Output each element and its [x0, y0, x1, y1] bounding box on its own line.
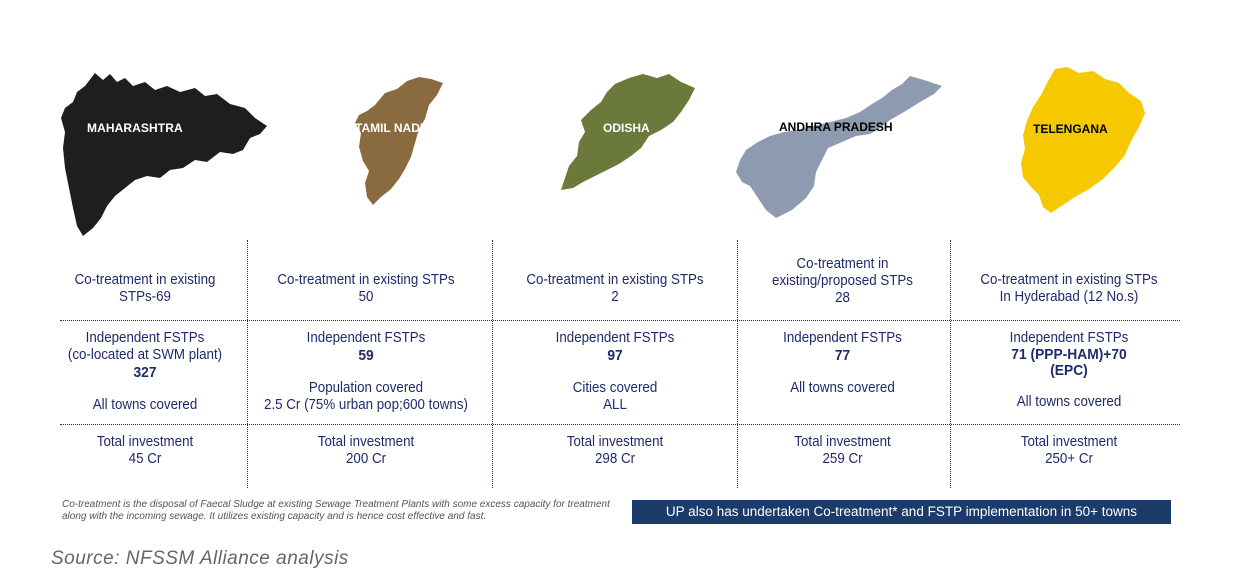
- fstp-cell: Independent FSTPs 97 Cities covered ALL: [555, 330, 675, 413]
- andhra-pradesh-map: ANDHRA PRADESH: [736, 76, 942, 218]
- column-divider: [247, 240, 248, 488]
- odisha-map: ODISHA: [561, 74, 695, 190]
- row-divider: [60, 320, 1180, 321]
- investment-cell: Total investment 298 Cr: [566, 434, 664, 467]
- fstp-cell: Independent FSTPs 77 All towns covered: [783, 330, 902, 396]
- fstp-count: 71 (PPP-HAM)+70 (EPC): [1011, 346, 1127, 379]
- state-label: TAMIL NADU: [355, 121, 429, 135]
- co-treatment-cell: Co-treatment in existing/proposed STPs 28: [772, 256, 913, 306]
- investment-cell: Total investment 250+ Cr: [1020, 434, 1118, 467]
- source-caption: Source: NFSSM Alliance analysis: [51, 548, 349, 569]
- fstp-cell: Independent FSTPs 59 Population covered 2…: [264, 330, 468, 413]
- co-treatment-cell: Co-treatment in existing STPs 2: [526, 272, 704, 305]
- state-label: ANDHRA PRADESH: [779, 120, 893, 134]
- up-banner: UP also has undertaken Co-treatment* and…: [632, 500, 1171, 524]
- telengana-map: TELENGANA: [1021, 67, 1145, 213]
- row-divider: [60, 424, 1180, 425]
- co-treatment-footnote: Co-treatment is the disposal of Faecal S…: [62, 499, 610, 522]
- investment-cell: Total investment 200 Cr: [317, 434, 415, 467]
- co-treatment-cell: Co-treatment in existing STPs-69: [74, 272, 216, 305]
- column-divider: [492, 240, 493, 488]
- column-divider: [950, 240, 951, 488]
- state-label: MAHARASHTRA: [87, 121, 183, 135]
- state-label: ODISHA: [603, 121, 650, 135]
- maharashtra-map: MAHARASHTRA: [61, 73, 267, 236]
- column-divider: [737, 240, 738, 488]
- tamil-nadu-map: TAMIL NADU: [355, 77, 443, 205]
- co-treatment-cell: Co-treatment in existing STPs In Hyderaba…: [980, 272, 1158, 305]
- co-treatment-cell: Co-treatment in existing STPs 50: [277, 272, 455, 305]
- investment-cell: Total investment 45 Cr: [96, 434, 194, 467]
- investment-cell: Total investment 259 Cr: [794, 434, 891, 467]
- fstp-cell: Independent FSTPs 71 (PPP-HAM)+70 (EPC) …: [964, 330, 1174, 411]
- fstp-cell: Independent FSTPs (co-located at SWM plan…: [67, 330, 223, 413]
- state-label: TELENGANA: [1033, 122, 1108, 136]
